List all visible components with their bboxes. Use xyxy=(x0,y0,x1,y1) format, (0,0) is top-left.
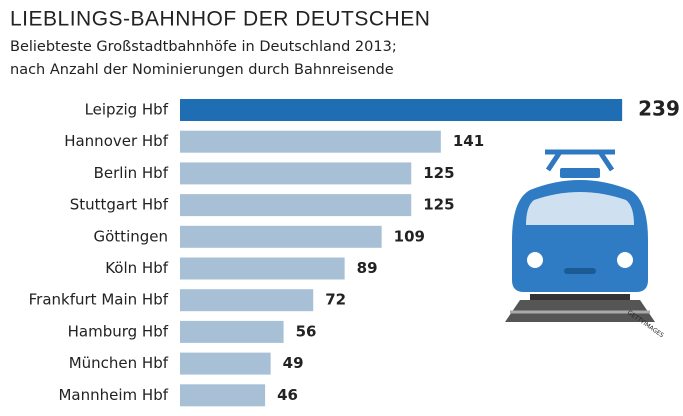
train-icon xyxy=(505,149,655,322)
value-label: 56 xyxy=(296,322,317,340)
bar xyxy=(180,130,441,153)
category-label: Köln Hbf xyxy=(105,259,169,277)
chart-title: LIEBLINGS-BAHNHOF DER DEUTSCHEN xyxy=(10,8,430,31)
bar xyxy=(180,99,623,121)
category-label: Stuttgart Hbf xyxy=(70,196,169,214)
value-label: 89 xyxy=(357,259,378,277)
category-label: Hannover Hbf xyxy=(64,132,169,150)
value-label: 46 xyxy=(277,386,298,404)
bar xyxy=(180,225,382,248)
subtitle: Beliebteste Großstadtbahnhöfe in Deutsch… xyxy=(10,39,397,55)
bar xyxy=(180,194,412,217)
bar xyxy=(180,257,345,280)
category-label: Mannheim Hbf xyxy=(58,386,168,404)
value-label: 239 xyxy=(638,97,680,121)
value-label: 125 xyxy=(423,164,454,182)
category-label: Hamburg Hbf xyxy=(68,322,169,340)
category-label: Leipzig Hbf xyxy=(85,101,169,119)
value-label: 125 xyxy=(423,196,454,214)
bar xyxy=(180,320,284,343)
bar xyxy=(180,289,314,312)
bar xyxy=(180,384,266,407)
value-label: 72 xyxy=(325,291,346,309)
category-label: Frankfurt Main Hbf xyxy=(29,291,169,309)
category-label: Göttingen xyxy=(94,227,169,245)
category-label: Berlin Hbf xyxy=(94,164,169,182)
value-label: 109 xyxy=(394,227,425,245)
subtitle: nach Anzahl der Nominierungen durch Bahn… xyxy=(10,62,394,78)
bar xyxy=(180,352,271,375)
value-label: 141 xyxy=(453,132,484,150)
value-label: 49 xyxy=(283,354,304,372)
category-label: München Hbf xyxy=(69,354,169,372)
bar xyxy=(180,162,412,185)
